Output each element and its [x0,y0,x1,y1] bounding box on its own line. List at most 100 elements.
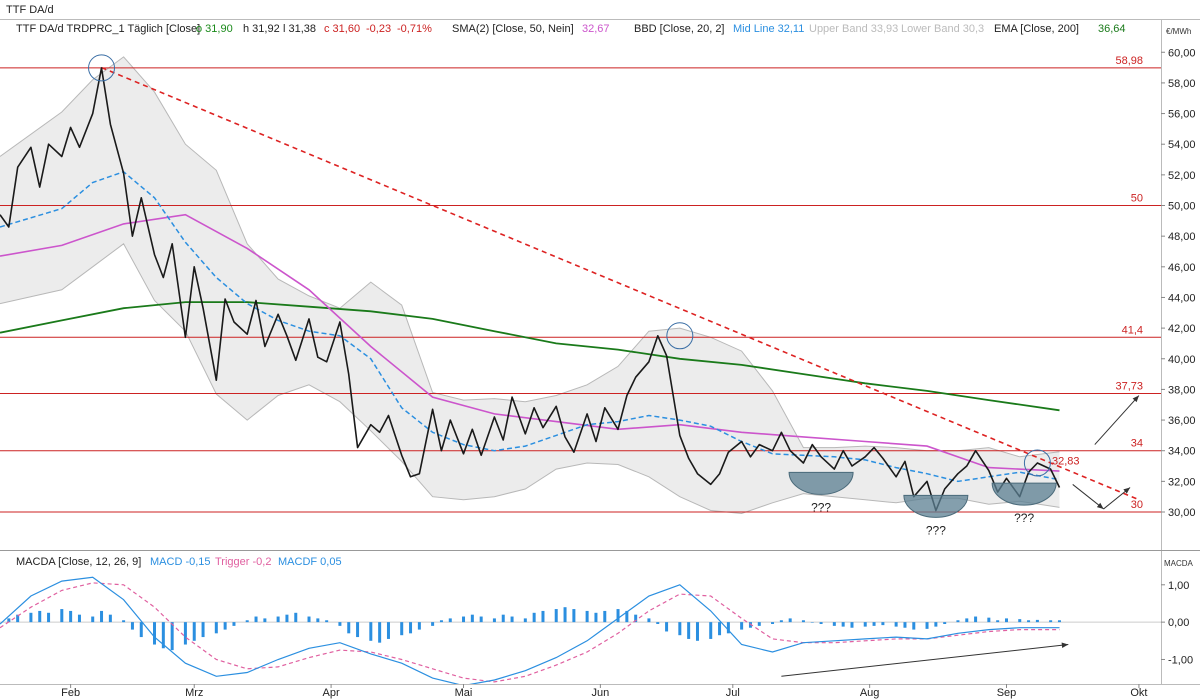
month-label: Apr [323,687,340,699]
month-label: Jul [726,687,740,699]
macdf-bar [1035,619,1039,623]
macdf-bar [60,609,64,623]
macdf-bar [409,622,413,634]
macdf-bar [987,617,991,623]
macdf-bar [523,618,527,623]
macd-legend-trigger: Trigger -0,2 [215,556,271,568]
macd-legend-macdf: MACDF 0,05 [278,556,342,568]
macdf-bar [69,610,73,623]
arrow-down-shaft [1072,484,1104,510]
price-tick-label: 50,00 [1168,201,1196,213]
legend-mid-line: Mid Line 32,11 [733,23,804,35]
price-tick-label: 34,00 [1168,446,1196,458]
legend-lower-band: Lower Band 30,3 [901,23,984,35]
price-legend: TTF DA/d TRDPRC_1 Täglich [Close] o 31,9… [16,23,1126,35]
macd-trend-arrow-head [1061,642,1069,648]
macdf-bar [263,618,267,623]
macdf-bar [378,622,382,643]
level-label-3: 37,73 [1115,381,1143,393]
macdf-bar [439,620,443,623]
legend-ema-label: EMA [Close, 200] [994,23,1079,35]
macd-trend-arrow-shaft [781,644,1069,677]
legend-change-pct: -0,71% [397,23,432,35]
macdf-bar [325,620,329,623]
legend-low: l 31,38 [283,23,316,35]
ema-line [0,301,1060,412]
level-label-0: 58,98 [1115,55,1143,67]
price-tick-label: 38,00 [1168,384,1196,396]
macdf-bar [572,609,576,623]
legend-high: h 31,92 [243,23,280,35]
mid-line [0,170,1060,483]
bowl-label-0: ??? [811,500,831,514]
macdf-bar [665,622,669,632]
macd-tick-label: 1,00 [1168,580,1189,592]
macdf-bar [122,620,126,623]
macdf-bar [338,622,342,626]
price-tick-label: 46,00 [1168,262,1196,274]
macdf-bar [1004,618,1008,623]
macdf-bar [276,616,280,623]
macdf-bar [245,620,249,623]
price-tick-label: 52,00 [1168,170,1196,182]
macdf-bar [307,616,311,623]
macdf-bar [369,622,373,641]
macdf-bar [956,620,960,623]
legend-close: c 31,60 [324,23,360,35]
macdf-bar [974,616,978,623]
macdf-bar [810,622,814,623]
macdf-bar [863,622,867,627]
bollinger-band-fill [0,56,1060,514]
macdf-bar [223,622,227,630]
bowl-label-1: ??? [926,523,946,537]
price-line [0,67,1061,512]
macdf-bar [656,622,660,624]
macdf-bar [183,622,187,645]
legend-bbd-label: BBD [Close, 20, 2] [634,23,725,35]
price-pane: 58,98 50 41,4 37,73 34 30????????? 32,83 [0,54,1161,537]
price-tick-label: 30,00 [1168,507,1196,519]
macdf-bar [594,612,598,623]
macdf-bar [912,622,916,630]
month-label: Mrz [185,687,203,699]
macdf-bar [214,622,218,634]
macdf-bar [850,622,854,628]
macdf-bar [201,622,205,638]
level-label-1: 50 [1131,193,1143,205]
macdf-bar [872,622,876,626]
macdf-bar [501,614,505,623]
macdf-bar [779,620,783,623]
macdf-bar [1018,619,1022,623]
macdf-bar [347,622,351,634]
arrow-down-head [1096,502,1104,509]
price-tick-label: 36,00 [1168,415,1196,427]
macd-pane [0,576,1161,684]
macdf-bar [417,622,421,630]
price-tick-label: 42,00 [1168,323,1196,335]
macdf-bar [470,614,474,623]
macdf-bar [554,609,558,623]
macdf-bar [139,622,143,638]
pivot-circle-0 [88,54,116,82]
price-tick-label: 44,00 [1168,292,1196,304]
macdf-bar [903,622,907,628]
macdf-bar [161,622,165,649]
bowl-2 [991,482,1057,506]
month-label: Jun [591,687,609,699]
legend-series-name: TTF DA/d TRDPRC_1 Täglich [Close] [16,23,200,35]
legend-change: -0,23 [366,23,391,35]
macdf-bar [943,622,947,624]
macdf-bar [91,616,95,623]
macdf-bar [695,622,699,641]
macd-legend-label: MACDA [Close, 12, 26, 9] [16,556,141,568]
legend-open: o 31,90 [196,23,233,35]
macdf-bar [894,622,898,627]
macdf-bar [316,618,320,623]
month-label: Okt [1130,687,1147,699]
macdf-bar [479,616,483,623]
macdf-bar [740,622,744,630]
trendline [101,66,1140,501]
lower-band-line [0,243,1060,515]
macdf-bar [603,610,607,623]
macdf-bar [294,612,298,623]
